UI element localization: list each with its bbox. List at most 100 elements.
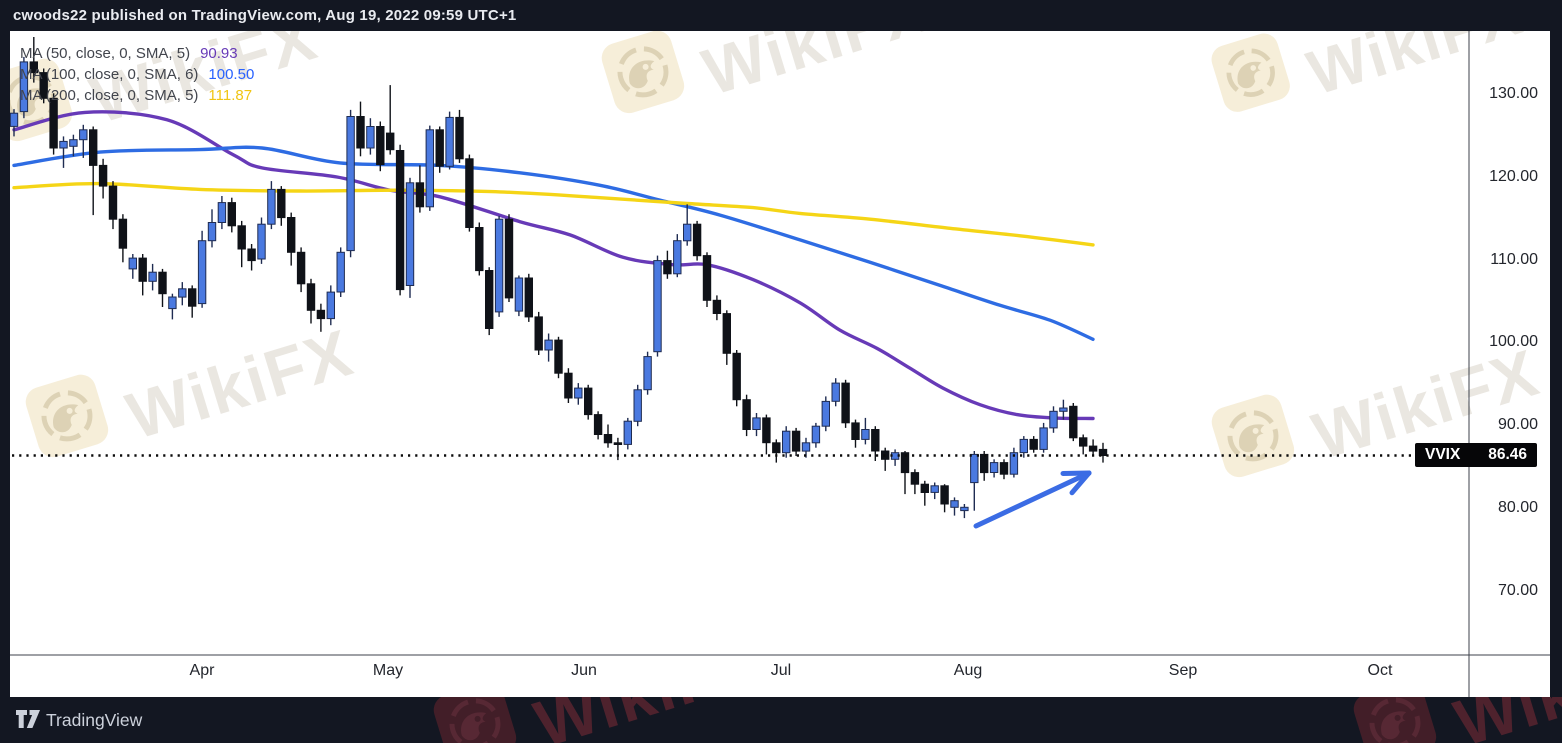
- candle-down: [475, 227, 484, 272]
- candle-down: [316, 309, 326, 320]
- candle-up: [257, 223, 266, 260]
- candle-up: [79, 129, 88, 141]
- chart-panel[interactable]: WikiFX WikiFX WikiFX WikiFX WikiFX MA (50, c…: [10, 31, 1550, 697]
- footer-watermark-layer: WikiFX WikiFX: [433, 697, 1562, 743]
- candle-up: [178, 288, 187, 298]
- wikifx-watermark: WikiFX: [433, 697, 769, 743]
- candle-down: [89, 129, 98, 166]
- candle-up: [970, 453, 979, 484]
- candle-up: [801, 442, 811, 452]
- eagle-logo-icon: [1381, 711, 1407, 740]
- wikifx-watermark-text: WikiFX: [526, 697, 769, 743]
- candle-up: [950, 500, 959, 508]
- candle-up: [960, 506, 969, 512]
- candle-down: [108, 185, 118, 220]
- wikifx-watermark: WikiFX: [25, 315, 361, 458]
- candle-down: [722, 313, 731, 354]
- price-label-value: 86.46: [1488, 446, 1527, 463]
- candle-down: [1079, 437, 1088, 447]
- candle-up: [643, 356, 652, 391]
- candle-down: [702, 255, 712, 301]
- candle-down: [118, 218, 128, 249]
- y-axis-label: 130.00: [1489, 85, 1538, 102]
- candle-down: [138, 257, 147, 282]
- candle-down: [485, 270, 494, 329]
- x-axis-label: Jul: [770, 662, 792, 679]
- legend-ma200[interactable]: MA (200, close, 0, SMA, 5) 111.87: [20, 85, 254, 106]
- tradingview-logo-icon[interactable]: [15, 709, 42, 731]
- candle-down: [980, 453, 989, 474]
- candle-down: [296, 251, 306, 285]
- candle-up: [207, 222, 217, 242]
- footer-brand[interactable]: TradingView: [46, 710, 143, 730]
- y-axis-label: 100.00: [1489, 333, 1538, 350]
- candle-down: [762, 417, 771, 444]
- candle-up: [128, 257, 137, 270]
- candle-down: [356, 116, 365, 149]
- candle-up: [366, 126, 375, 149]
- wikifx-watermark: WikiFX: [601, 31, 937, 114]
- legend-ma50-value: 90.93: [200, 45, 238, 62]
- legend-ma200-value: 111.87: [208, 87, 253, 104]
- candle-down: [920, 483, 929, 494]
- candle-up: [405, 182, 415, 286]
- candle-down: [504, 218, 514, 299]
- candle-up: [544, 339, 553, 351]
- candles-layer: [10, 37, 1108, 519]
- ma-line-50: [12, 110, 1095, 421]
- candle-down: [227, 202, 237, 227]
- candle-up: [623, 420, 632, 445]
- x-axis-label: Jun: [571, 662, 597, 679]
- candle-up: [148, 271, 157, 282]
- candle-up: [445, 116, 454, 167]
- footer-bar: WikiFX WikiFX TradingView: [0, 697, 1562, 743]
- legend-ma50-label: MA (50, close, 0, SMA, 5): [20, 45, 191, 62]
- x-axis-label: Sep: [1168, 662, 1198, 679]
- candle-up: [782, 430, 791, 454]
- candle-up: [831, 382, 840, 402]
- candle-down: [395, 150, 405, 291]
- indicator-legend: MA (50, close, 0, SMA, 5) 90.93 MA (100, …: [20, 43, 254, 106]
- candle-down: [871, 429, 880, 452]
- candle-up: [69, 139, 78, 147]
- eagle-logo-icon: [629, 60, 655, 89]
- candle-down: [306, 283, 316, 311]
- plot-svg[interactable]: [10, 31, 1550, 697]
- candle-up: [267, 188, 276, 225]
- legend-ma100-label: MA (100, close, 0, SMA, 6): [20, 66, 199, 83]
- candle-up: [683, 223, 692, 242]
- candle-up: [633, 389, 642, 422]
- candle-down: [881, 450, 890, 460]
- candle-down: [247, 248, 256, 262]
- candle-up: [1059, 407, 1068, 412]
- wikifx-watermark: WikiFX: [1353, 697, 1562, 743]
- candle-down: [603, 434, 613, 444]
- x-axis-label: May: [372, 662, 404, 679]
- y-axis-label: 110.00: [1490, 251, 1538, 268]
- x-axis-label: Aug: [953, 662, 983, 679]
- candle-up: [861, 429, 870, 440]
- eagle-logo-icon: [1237, 61, 1262, 89]
- y-axis-label: 70.00: [1497, 582, 1538, 599]
- candle-down: [910, 472, 920, 485]
- candle-down: [277, 188, 286, 219]
- candle-up: [346, 116, 355, 252]
- legend-ma100-value: 100.50: [208, 66, 255, 83]
- candle-up: [890, 452, 900, 460]
- candle-up: [1009, 452, 1019, 475]
- legend-ma50[interactable]: MA (50, close, 0, SMA, 5) 90.93: [20, 43, 254, 64]
- candle-down: [584, 387, 593, 416]
- candle-down: [900, 452, 910, 474]
- price-label-vvix: VVIX 86.46: [1415, 443, 1537, 467]
- candle-up: [514, 277, 524, 312]
- y-axis-label: 120.00: [1489, 168, 1538, 185]
- candle-down: [188, 288, 197, 307]
- candle-up: [989, 462, 999, 474]
- wikifx-watermark: WikiFX: [1211, 31, 1531, 112]
- trend-arrow: [973, 470, 1092, 529]
- candle-up: [59, 140, 68, 149]
- candle-down: [593, 414, 603, 436]
- y-axis-label: 90.00: [1497, 416, 1538, 433]
- candle-down: [376, 126, 385, 166]
- legend-ma100[interactable]: MA (100, close, 0, SMA, 6) 100.50: [20, 64, 254, 85]
